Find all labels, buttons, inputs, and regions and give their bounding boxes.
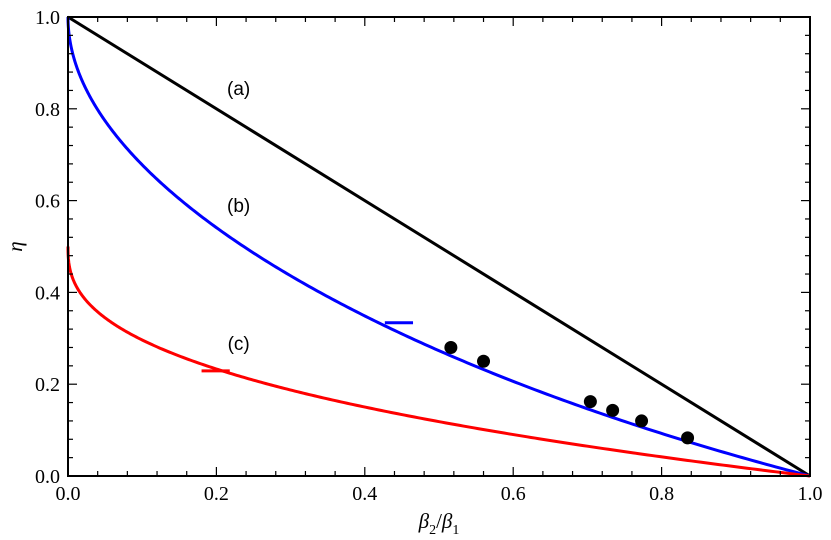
x-tick-label: 0.2 <box>204 483 229 505</box>
x-tick-label: 0.0 <box>56 483 81 505</box>
x-tick-label: 0.6 <box>501 483 526 505</box>
markers-layer <box>201 321 414 373</box>
y-tick-label: 0.8 <box>35 99 60 121</box>
x-tick-label: 0.8 <box>649 483 674 505</box>
curve-label-1: (b) <box>227 196 250 217</box>
curve-label-2: (c) <box>228 334 250 355</box>
curve-label-0: (a) <box>227 79 250 100</box>
data-point-5 <box>681 431 695 445</box>
tick-labels-layer: 0.00.0 0.2 0.2 0.4 0.4 0.6 0.6 0.8 0.8 1.0 1.0 <box>35 7 823 505</box>
y-tick-label: 0.2 <box>35 374 60 396</box>
plot-frame <box>67 16 811 477</box>
y-tick-label: 0.6 <box>35 191 60 213</box>
data-point-3 <box>606 403 620 417</box>
x-tick-label: 1.0 <box>798 483 823 505</box>
y-tick-label: 1.0 <box>35 7 60 29</box>
y-tick-label: 0.4 <box>35 282 60 304</box>
data-point-2 <box>583 395 597 409</box>
x-axis-label: β2/β1 <box>418 509 460 538</box>
series-line-1 <box>66 16 811 478</box>
series-line-0 <box>67 15 811 478</box>
curve-labels-layer: (a) (b) (c) <box>227 79 250 355</box>
ticks-layer <box>67 16 811 477</box>
y-tick-label: 0.0 <box>35 466 60 488</box>
data-point-4 <box>635 414 649 428</box>
points-layer <box>444 340 695 445</box>
curves-layer <box>66 15 811 478</box>
data-point-0 <box>444 340 458 354</box>
data-point-1 <box>477 354 491 368</box>
series-line-2 <box>66 246 811 478</box>
y-axis-label: η <box>3 241 27 251</box>
x-tick-label: 0.4 <box>352 483 377 505</box>
